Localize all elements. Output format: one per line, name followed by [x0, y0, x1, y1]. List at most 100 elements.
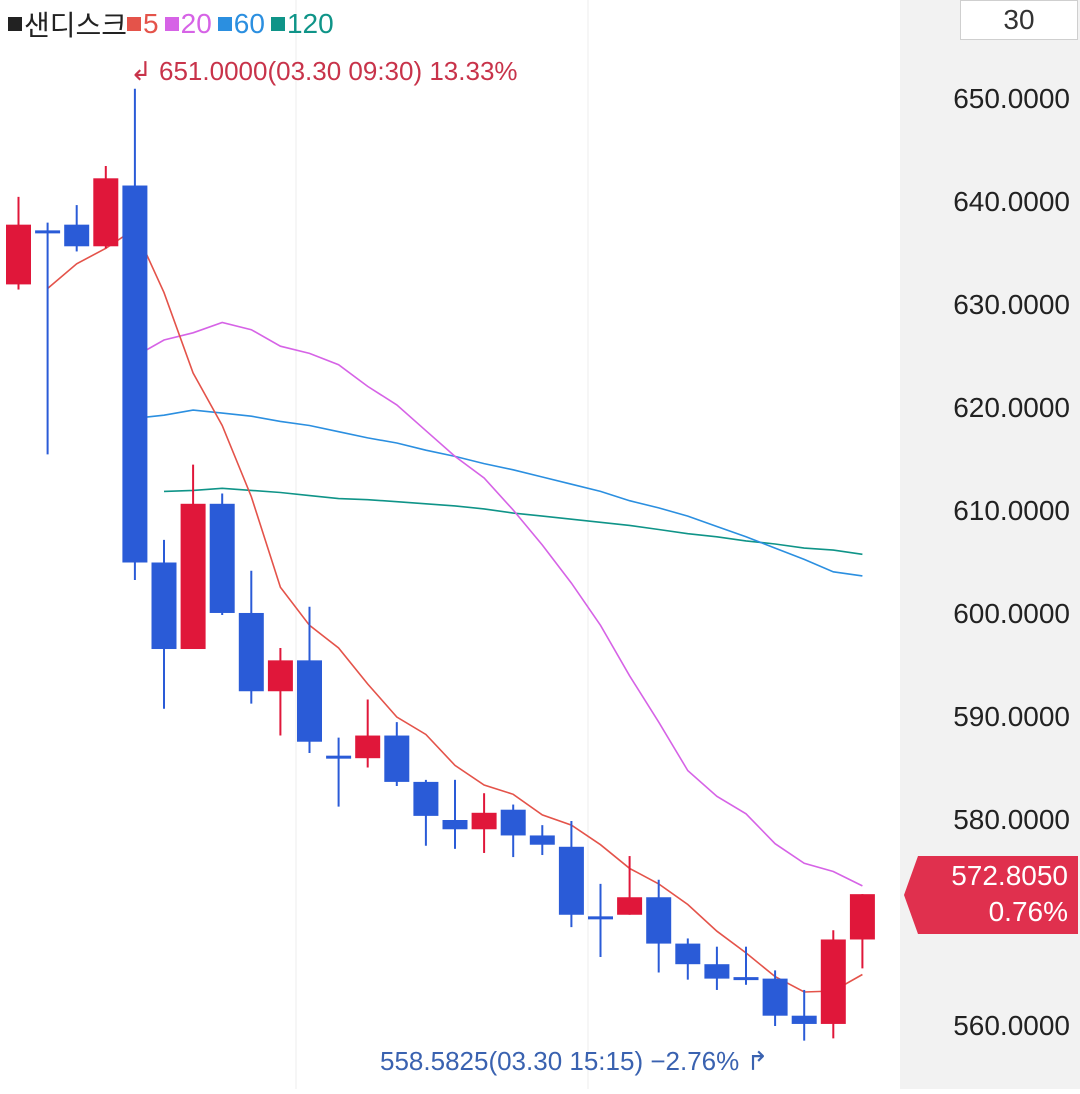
candle	[355, 699, 381, 768]
candle-body-down	[704, 964, 730, 979]
y-tick-label: 560.0000	[953, 1010, 1070, 1041]
period-selector[interactable]: 30	[960, 0, 1078, 40]
candle	[93, 165, 119, 249]
candle	[646, 879, 672, 973]
ma120-line	[163, 487, 863, 556]
y-tick-label: 630.0000	[953, 289, 1070, 320]
candle	[791, 989, 817, 1041]
legend-ma120-label: 120	[286, 8, 334, 39]
candle	[704, 946, 730, 990]
high-annotation: ↲ 651.0000(03.30 09:30) 13.33%	[130, 56, 518, 87]
candle-body-up	[617, 897, 643, 915]
candle	[238, 570, 264, 704]
candle-body-down	[529, 835, 555, 845]
candle-body-down	[384, 735, 410, 782]
legend-ma5-square	[127, 17, 142, 31]
candle	[384, 722, 410, 787]
candle	[151, 539, 177, 709]
candle-body-down	[297, 660, 322, 742]
candle-body-down	[558, 846, 584, 915]
candle	[675, 938, 701, 980]
y-tick-label: 600.0000	[953, 598, 1070, 629]
ma60-line	[134, 409, 863, 577]
candle-body-up	[355, 735, 381, 759]
legend-ma20-label: 20	[180, 8, 212, 39]
candle-body-down	[326, 755, 352, 759]
candle	[529, 825, 555, 856]
legend-ma5-label: 5	[143, 8, 159, 39]
high-annotation-text: 651.0000(03.30 09:30) 13.33%	[159, 56, 518, 86]
candle	[500, 804, 526, 858]
candle-body-down	[762, 978, 788, 1016]
current-price-change: 0.76%	[988, 896, 1068, 927]
candle	[64, 205, 90, 252]
legend-ma120[interactable]: 120	[270, 8, 334, 40]
candle	[442, 779, 468, 849]
candle-body-down	[646, 897, 672, 944]
period-value: 30	[1003, 4, 1035, 35]
low-arrow-icon: ↱	[739, 1046, 769, 1076]
high-arrow-icon: ↲	[130, 56, 160, 86]
candle-body-down	[122, 185, 148, 563]
candle	[267, 647, 293, 736]
candle-body-down	[442, 820, 468, 830]
candle-body-up	[180, 503, 206, 650]
candle-body-down	[733, 977, 759, 981]
y-tick-label: 610.0000	[953, 495, 1070, 526]
current-price-tag: 572.8050 0.76%	[904, 856, 1078, 934]
candle-body-down	[500, 809, 526, 836]
current-price-value: 572.8050	[951, 860, 1068, 891]
candle	[588, 883, 613, 957]
candle-body-down	[238, 612, 264, 692]
candle-body-up	[93, 178, 119, 247]
candle	[35, 222, 61, 455]
candle	[733, 946, 759, 985]
candle-body-up	[820, 939, 846, 1024]
candle-body-down	[151, 562, 177, 650]
chart-plot-area[interactable]: 샌디스크 5 20 60 120 ↲ 651.0000(03.30 09:30)…	[0, 0, 900, 1089]
candle-body-down	[209, 503, 235, 613]
y-tick-label: 590.0000	[953, 701, 1070, 732]
candle-body-up	[849, 894, 875, 940]
candle-body-down	[64, 224, 90, 247]
chart-legend: 샌디스크 5 20 60 120	[8, 6, 334, 42]
legend-ma60-square	[217, 17, 232, 31]
ma5-line	[47, 227, 863, 993]
candle	[180, 464, 206, 650]
candle-body-down	[588, 916, 613, 920]
candlestick-chart	[6, 0, 875, 1089]
y-tick-label: 650.0000	[953, 83, 1070, 114]
low-annotation-text: 558.5825(03.30 15:15) −2.76%	[380, 1046, 740, 1076]
price-tag-shape	[904, 856, 1078, 934]
candle	[849, 894, 875, 969]
legend-ma20[interactable]: 20	[164, 8, 212, 40]
candle	[558, 821, 584, 928]
candle-body-down	[413, 781, 439, 816]
candle	[297, 606, 322, 754]
candle	[413, 779, 439, 846]
legend-ma5[interactable]: 5	[127, 8, 159, 40]
legend-title-square	[8, 17, 22, 31]
y-tick-label: 620.0000	[953, 392, 1070, 423]
legend-ma20-square	[164, 17, 179, 31]
legend-ma60-label: 60	[233, 8, 265, 39]
low-annotation: 558.5825(03.30 15:15) −2.76% ↱	[380, 1046, 768, 1077]
candle	[209, 493, 235, 616]
candle-body-down	[791, 1015, 817, 1024]
legend-title: 샌디스크	[8, 4, 127, 44]
candle-body-up	[267, 660, 293, 692]
legend-ma60[interactable]: 60	[217, 8, 265, 40]
candle-body-up	[471, 812, 497, 830]
candle-body-down	[675, 943, 701, 965]
candle	[471, 793, 497, 853]
candle	[820, 930, 846, 1039]
legend-title-text: 샌디스크	[24, 10, 128, 41]
legend-ma120-square	[270, 17, 285, 31]
y-tick-label: 580.0000	[953, 804, 1070, 835]
candle	[6, 196, 31, 290]
candle	[122, 88, 148, 581]
ma20-line	[134, 321, 863, 887]
candle	[326, 737, 352, 807]
candle-body-down	[35, 230, 61, 234]
y-tick-label: 640.0000	[953, 186, 1070, 217]
